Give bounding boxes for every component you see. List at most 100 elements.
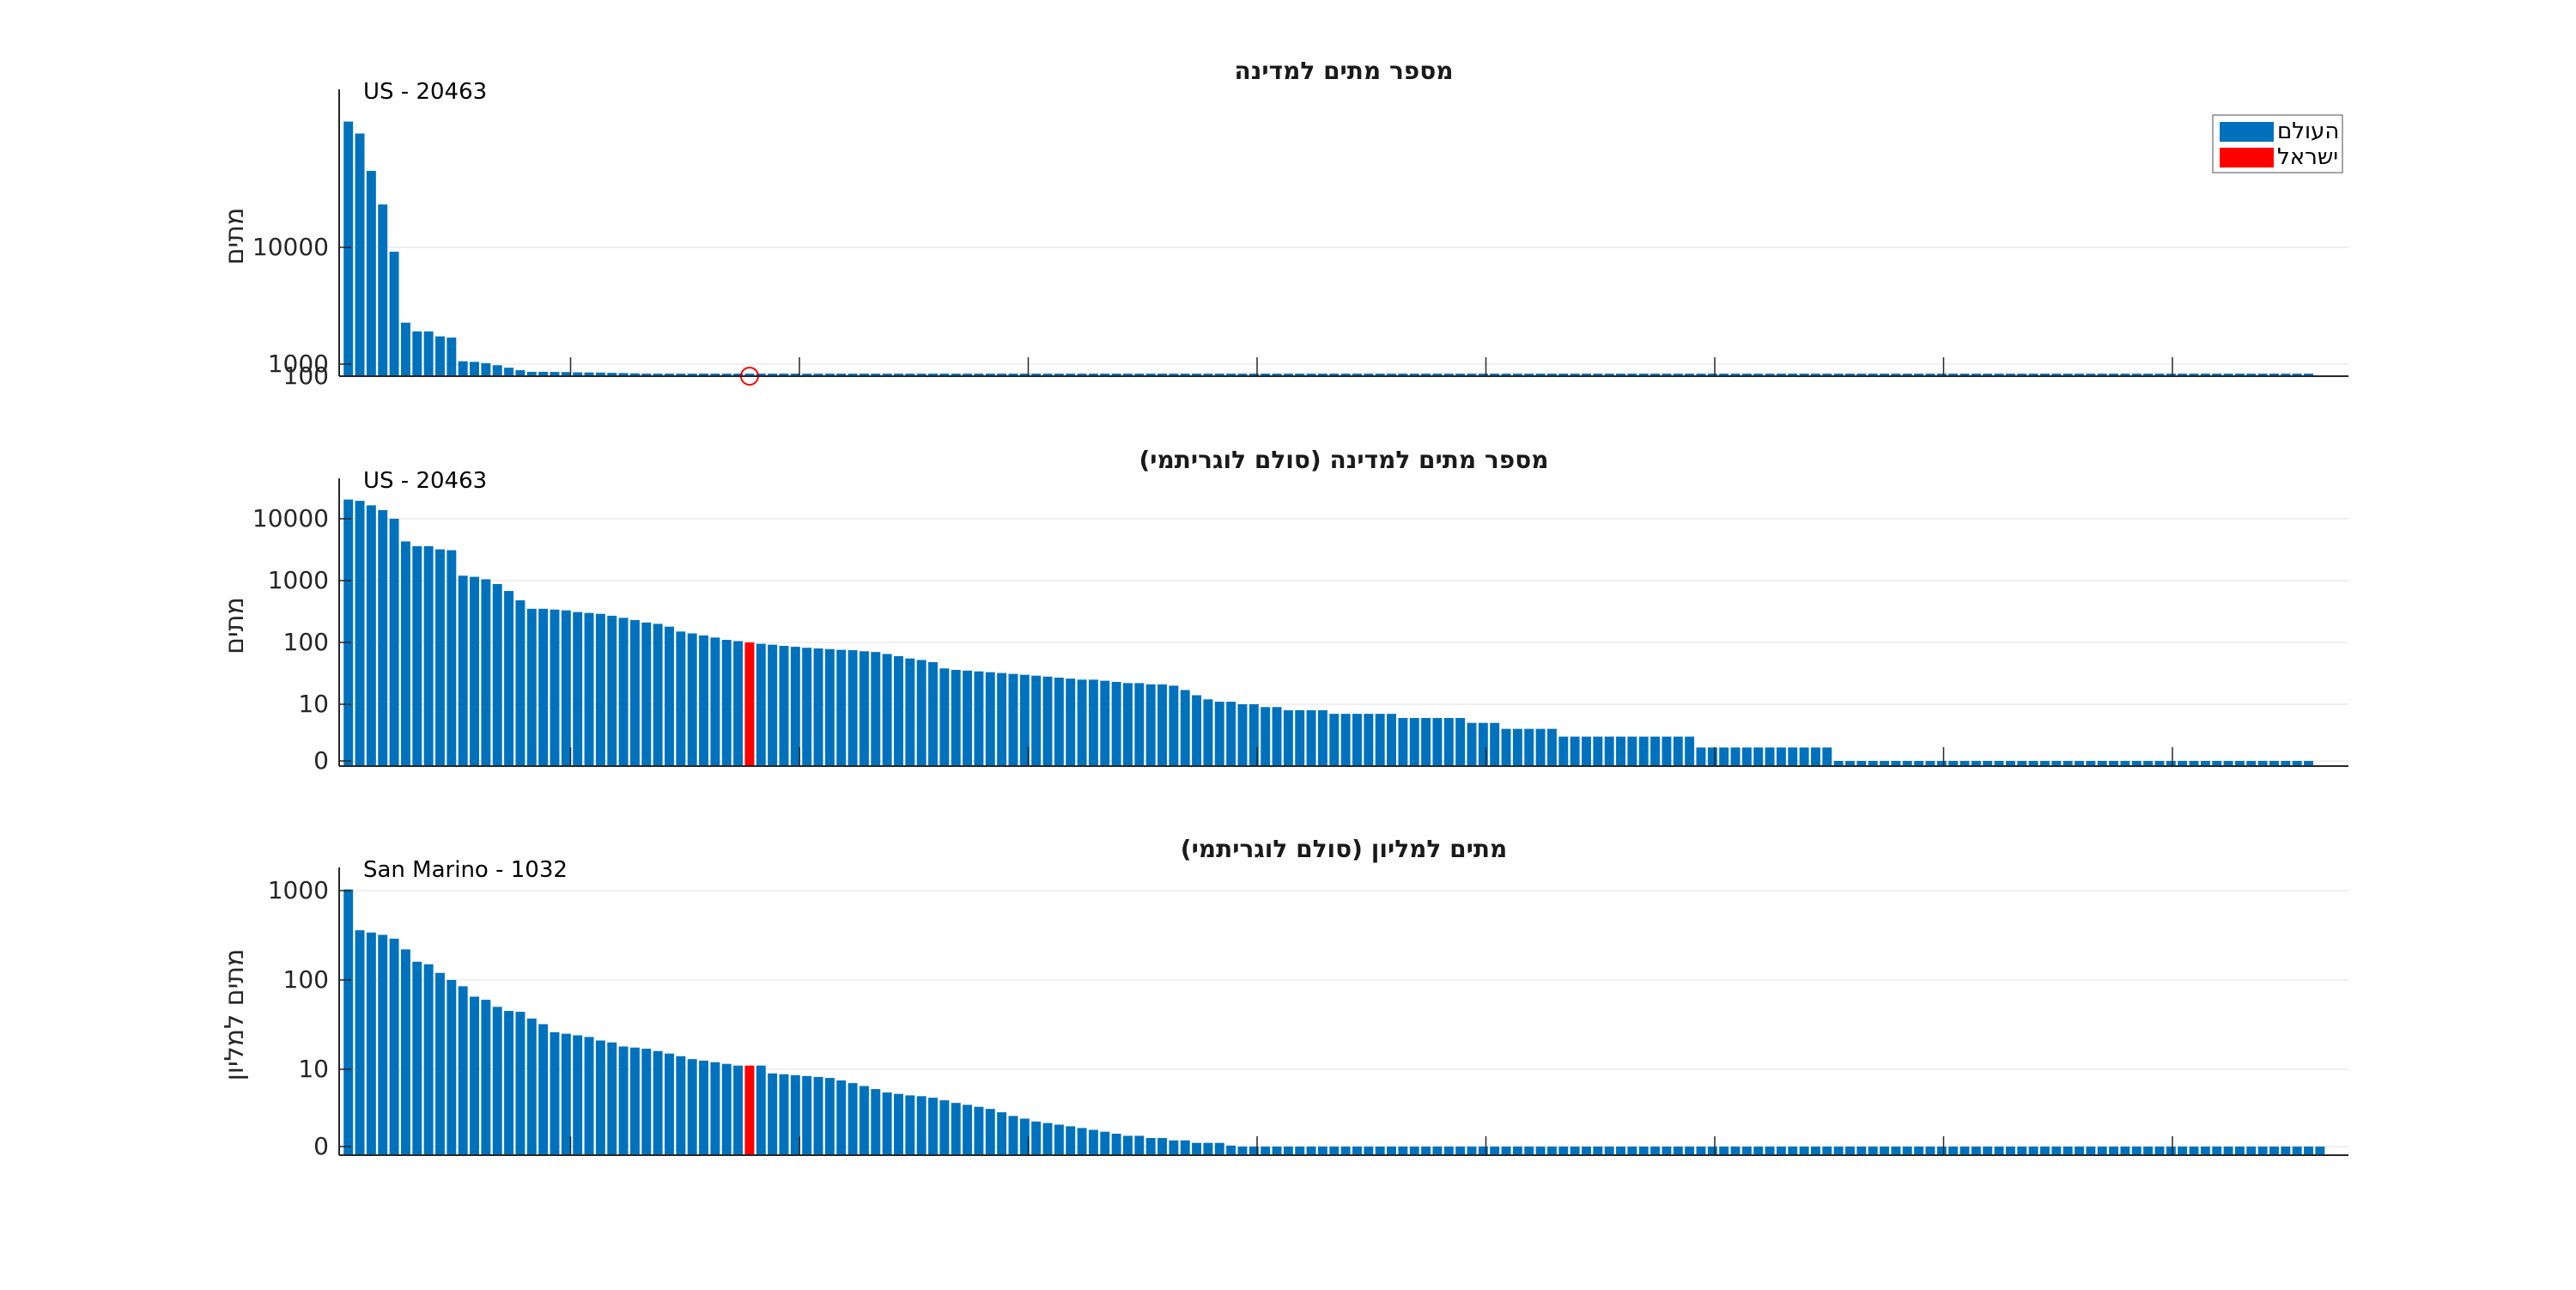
bar (2189, 1147, 2199, 1155)
bar (1788, 374, 1798, 376)
bar (2051, 374, 2062, 376)
bar (1145, 1138, 1156, 1155)
bar (756, 643, 766, 766)
bar (2234, 374, 2245, 376)
bar (1983, 1147, 1993, 1155)
bar (1582, 736, 1591, 766)
bar (1261, 374, 1271, 376)
bar (1799, 1147, 1809, 1155)
bar (2040, 374, 2050, 376)
bar (435, 336, 445, 376)
bar (423, 964, 434, 1155)
bar (458, 575, 468, 766)
bar (1902, 374, 1912, 376)
legend-label: ישראל (2277, 144, 2338, 170)
bar (744, 374, 755, 376)
bar (2017, 761, 2027, 766)
bar (2063, 761, 2073, 766)
bar (1352, 714, 1362, 766)
bar (939, 1100, 950, 1155)
bar (1249, 1147, 1259, 1155)
bar (1501, 374, 1511, 376)
bar (2212, 374, 2222, 376)
bar (1031, 675, 1042, 766)
bar (573, 612, 583, 766)
bar (676, 631, 686, 766)
bar (2212, 761, 2222, 766)
bar (2223, 1147, 2233, 1155)
bar (824, 374, 835, 376)
bar (1593, 1147, 1603, 1155)
bar (1077, 1128, 1087, 1155)
bar (1100, 1131, 1110, 1155)
bar (699, 635, 708, 766)
bar (997, 1112, 1007, 1155)
bar (1387, 374, 1396, 376)
bar (1249, 704, 1259, 766)
bar (2120, 1147, 2130, 1155)
bar (2257, 761, 2268, 766)
bar (1478, 1147, 1488, 1155)
bar (2097, 1147, 2107, 1155)
bar (1421, 1147, 1431, 1155)
bar (997, 374, 1007, 376)
bar (2075, 1147, 2084, 1155)
bar (1054, 677, 1064, 766)
bar (1295, 1147, 1305, 1155)
bar (2178, 1147, 2188, 1155)
bar (1570, 736, 1580, 766)
bar (1535, 728, 1546, 766)
y-tick-label: 1000 (268, 350, 329, 378)
bar (1776, 747, 1786, 766)
bar (687, 1059, 697, 1155)
bar (2257, 1147, 2268, 1155)
bar (1237, 1147, 1248, 1155)
bar (1776, 374, 1786, 376)
bar (2063, 1147, 2073, 1155)
bar (963, 374, 973, 376)
bar (573, 372, 583, 376)
bar (607, 1042, 617, 1155)
bar (1868, 1147, 1878, 1155)
bar (1741, 374, 1752, 376)
y-tick-label: 10000 (252, 233, 329, 261)
bar (1214, 702, 1224, 766)
bar (2269, 374, 2279, 376)
bar (779, 646, 789, 766)
bar (470, 996, 479, 1155)
bar (1833, 374, 1844, 376)
bar (1031, 1121, 1042, 1155)
bar (2166, 374, 2176, 376)
bar (1054, 1124, 1064, 1155)
bar (584, 372, 594, 376)
bar (2246, 1147, 2257, 1155)
bar (2269, 1147, 2279, 1155)
bar (1295, 374, 1305, 376)
bar (1512, 1147, 1522, 1155)
bar (1490, 722, 1500, 766)
bar (1811, 1147, 1820, 1155)
bar (2086, 1147, 2096, 1155)
bar (504, 591, 514, 766)
bar (871, 652, 881, 766)
bar (1822, 374, 1832, 376)
bar (710, 374, 720, 376)
bar (1123, 683, 1133, 766)
bar (744, 1065, 755, 1155)
bar (687, 374, 697, 376)
bar (1467, 1147, 1477, 1155)
bar (573, 1035, 583, 1155)
bar (905, 374, 915, 376)
bar (1707, 747, 1717, 766)
bar (1088, 1129, 1098, 1155)
bar (2097, 761, 2107, 766)
bar (2143, 761, 2154, 766)
bar (974, 374, 984, 376)
bar (985, 672, 995, 766)
bar (1707, 374, 1717, 376)
bar (423, 545, 434, 766)
bar (1340, 714, 1351, 766)
bar (1214, 1142, 1224, 1155)
bar (561, 1033, 571, 1155)
bar (1066, 374, 1076, 376)
